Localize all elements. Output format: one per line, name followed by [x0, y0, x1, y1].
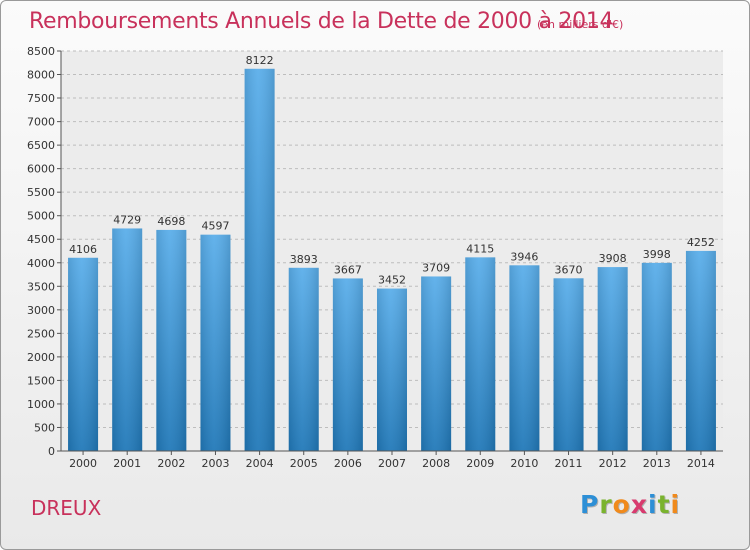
- bar-value-label: 4115: [466, 242, 494, 255]
- bar-value-label: 4106: [69, 243, 97, 256]
- bar-shade: [553, 278, 584, 451]
- bar-value-label: 3709: [422, 261, 450, 274]
- x-tick-label: 2009: [466, 457, 494, 470]
- x-tick-label: 2000: [69, 457, 97, 470]
- x-tick-label: 2005: [290, 457, 318, 470]
- bar-value-label: 8122: [246, 54, 274, 67]
- bar-shade: [200, 234, 231, 451]
- bar-shade: [156, 229, 187, 451]
- y-tick-label: 2000: [27, 351, 55, 364]
- city-name: DREUX: [31, 496, 102, 520]
- x-tick-label: 2008: [422, 457, 450, 470]
- y-tick-label: 8000: [27, 69, 55, 82]
- y-tick-label: 3000: [27, 304, 55, 317]
- bars: 4106 4729 4698 4597 8122 3893 3667 3452 3709 4115…: [68, 54, 716, 451]
- y-tick-label: 4500: [27, 233, 55, 246]
- chart-title: Remboursements Annuels de la Dette de 20…: [29, 9, 614, 34]
- x-tick-label: 2001: [113, 457, 141, 470]
- bar-value-label: 4252: [687, 236, 715, 249]
- bar-shade: [332, 278, 363, 451]
- x-tick-label: 2004: [246, 457, 274, 470]
- bar-shade: [421, 276, 452, 451]
- bar-value-label: 3946: [510, 250, 538, 263]
- bar-value-label: 3670: [555, 263, 583, 276]
- bar-shade: [465, 257, 496, 451]
- logo-letter: r: [599, 490, 613, 519]
- x-tick-label: 2007: [378, 457, 406, 470]
- y-tick-label: 6000: [27, 163, 55, 176]
- bar-shade: [244, 68, 275, 451]
- bar-shade: [112, 228, 143, 451]
- y-tick-label: 4000: [27, 257, 55, 270]
- x-tick-label: 2002: [157, 457, 185, 470]
- y-tick-label: 8500: [27, 45, 55, 58]
- y-tick-label: 5500: [27, 186, 55, 199]
- y-tick-label: 5000: [27, 210, 55, 223]
- y-tick-label: 7000: [27, 116, 55, 129]
- x-tick-label: 2011: [555, 457, 583, 470]
- bar-value-label: 3667: [334, 263, 362, 276]
- y-tick-label: 1500: [27, 374, 55, 387]
- y-tick-label: 500: [34, 421, 55, 434]
- bar-value-label: 3908: [599, 252, 627, 265]
- y-tick-label: 2500: [27, 327, 55, 340]
- bar-shade: [288, 267, 319, 451]
- logo-letter: t: [657, 490, 671, 519]
- bar-value-label: 4597: [201, 220, 229, 233]
- y-tick-label: 0: [48, 445, 55, 458]
- logo-letter: x: [630, 490, 648, 519]
- bar-value-label: 3998: [643, 248, 671, 261]
- axes: 0 500 1000 1500 2000 2500 3000 3500 4000 4500 5000…: [27, 45, 723, 470]
- bar-shade: [597, 267, 628, 451]
- bar-value-label: 4729: [113, 213, 141, 226]
- y-tick-label: 1000: [27, 398, 55, 411]
- x-tick-label: 2010: [510, 457, 538, 470]
- bar-value-label: 3452: [378, 274, 406, 287]
- bar-value-label: 4698: [157, 215, 185, 228]
- x-tick-label: 2014: [687, 457, 715, 470]
- x-tick-label: 2006: [334, 457, 362, 470]
- x-tick-label: 2013: [643, 457, 671, 470]
- logo-letter: i: [670, 490, 681, 519]
- x-tick-label: 2003: [201, 457, 229, 470]
- bar-shade: [509, 265, 540, 451]
- bar-shade: [68, 257, 99, 451]
- bar-value-label: 3893: [290, 253, 318, 266]
- logo-letter: i: [648, 490, 658, 519]
- y-tick-label: 3500: [27, 280, 55, 293]
- unit-note: (en milliers d'€): [537, 18, 624, 31]
- logo-letter: P: [580, 490, 600, 519]
- y-tick-label: 6500: [27, 139, 55, 152]
- bar-shade: [685, 250, 716, 451]
- proxiti-logo: Proxiti: [580, 490, 680, 524]
- bar-shade: [376, 288, 408, 451]
- bar-shade: [641, 262, 672, 451]
- x-tick-label: 2012: [599, 457, 627, 470]
- y-tick-label: 7500: [27, 92, 55, 105]
- logo-letter: o: [612, 490, 631, 519]
